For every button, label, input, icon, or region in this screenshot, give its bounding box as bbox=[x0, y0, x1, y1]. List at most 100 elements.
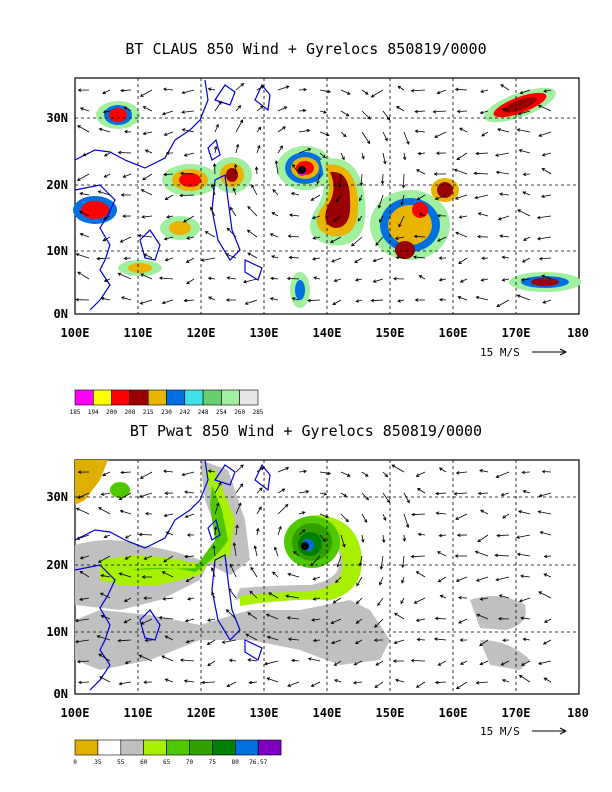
colorbar-swatch bbox=[93, 389, 112, 406]
wind-vector-arrow bbox=[373, 638, 384, 642]
wind-vector-arrow bbox=[98, 507, 111, 515]
wind-vector-arrow bbox=[212, 162, 217, 175]
wind-vector-arrow bbox=[397, 299, 405, 303]
wind-vector-arrow bbox=[248, 680, 258, 685]
wind-vector-arrow bbox=[481, 256, 489, 260]
panel1-coastline bbox=[74, 79, 271, 311]
wind-vector-arrow bbox=[473, 171, 489, 176]
wind-vector-arrow bbox=[78, 210, 90, 217]
colorbar-label: 0 bbox=[73, 759, 77, 766]
panel1-lat-label: 10N bbox=[46, 244, 68, 258]
wind-vector-arrow bbox=[520, 277, 531, 282]
wind-vector-arrow bbox=[307, 298, 321, 303]
wind-vector-arrow bbox=[454, 194, 468, 200]
panel2-lat-label: 10N bbox=[46, 625, 68, 639]
wind-vector-arrow bbox=[518, 597, 531, 603]
wind-vector-arrow bbox=[77, 271, 90, 280]
wind-vector-arrow bbox=[358, 194, 363, 202]
wind-vector-arrow bbox=[265, 613, 279, 620]
wind-vector-arrow bbox=[181, 128, 195, 133]
wind-vector-arrow bbox=[411, 512, 426, 517]
wind-vector-arrow bbox=[144, 511, 153, 516]
wind-vector-arrow bbox=[118, 572, 132, 578]
wind-vector-arrow bbox=[74, 618, 90, 623]
wind-vector-arrow bbox=[292, 551, 300, 557]
wind-vector-arrow bbox=[539, 531, 552, 536]
wind-vector-arrow bbox=[340, 152, 345, 161]
wind-vector-arrow bbox=[319, 152, 326, 159]
wind-vector-arrow bbox=[210, 206, 216, 217]
wind-vector-arrow bbox=[256, 506, 262, 515]
wind-vector-arrow bbox=[98, 653, 111, 662]
panel2-lat-label: 30N bbox=[46, 490, 68, 504]
wind-vector-arrow bbox=[375, 236, 384, 246]
wind-vector-arrow bbox=[522, 490, 531, 494]
wind-vector-arrow bbox=[414, 298, 425, 302]
wind-vector-arrow bbox=[495, 471, 510, 479]
wind-vector-arrow bbox=[479, 660, 489, 666]
wind-vector-arrow bbox=[163, 131, 174, 136]
panel1-lat-axis: 30N 20N 10N 0N bbox=[46, 111, 68, 321]
wind-vector-arrow bbox=[312, 597, 321, 601]
wind-vector-arrow bbox=[477, 212, 489, 217]
wind-vector-arrow bbox=[412, 255, 426, 259]
wind-vector-arrow bbox=[142, 173, 153, 181]
panel2-grid bbox=[75, 460, 579, 694]
wind-vector-arrow bbox=[372, 257, 384, 263]
wind-vector-arrow bbox=[140, 618, 153, 625]
wind-vector-arrow bbox=[288, 213, 300, 217]
wind-vector-arrow bbox=[537, 510, 552, 515]
wind-vector-arrow bbox=[382, 471, 389, 478]
wind-vector-arrow bbox=[142, 106, 153, 112]
wind-vector-arrow bbox=[497, 215, 510, 221]
wind-vector-arrow bbox=[415, 618, 426, 622]
wind-vector-arrow bbox=[100, 492, 111, 496]
wind-vector-arrow bbox=[543, 89, 552, 93]
wind-vector-arrow bbox=[458, 618, 468, 624]
wind-vector-arrow bbox=[438, 533, 447, 538]
wind-vector-arrow bbox=[75, 507, 90, 515]
wind-vector-arrow bbox=[316, 173, 321, 185]
wind-vector-arrow bbox=[225, 253, 237, 259]
wind-vector-arrow bbox=[361, 471, 369, 477]
wind-vector-arrow bbox=[437, 660, 447, 666]
wind-vector-arrow bbox=[272, 188, 279, 196]
panel2-vector-ref-arrow bbox=[532, 727, 567, 735]
wind-vector-arrow bbox=[459, 278, 468, 283]
wind-vector-arrow bbox=[78, 680, 90, 685]
wind-vector-arrow bbox=[122, 173, 132, 178]
panel2-pwat-field bbox=[75, 460, 530, 670]
wind-vector-arrow bbox=[414, 109, 426, 114]
wind-vector-arrow bbox=[433, 172, 446, 176]
wind-vector-arrow bbox=[255, 527, 260, 536]
wind-vector-arrow bbox=[437, 576, 447, 583]
wind-vector-arrow bbox=[520, 574, 531, 579]
colorbar-label: 194 bbox=[88, 409, 99, 416]
wind-vector-arrow bbox=[480, 278, 489, 282]
wind-vector-arrow bbox=[515, 534, 531, 539]
wind-vector-arrow bbox=[286, 276, 300, 281]
wind-vector-arrow bbox=[78, 597, 90, 602]
wind-vector-arrow bbox=[477, 491, 489, 496]
wind-vector-arrow bbox=[496, 533, 510, 538]
wind-vector-arrow bbox=[143, 555, 153, 560]
wind-vector-arrow bbox=[500, 660, 510, 666]
wind-vector-arrow bbox=[185, 257, 195, 263]
wind-vector-arrow bbox=[335, 576, 342, 584]
wind-vector-arrow bbox=[99, 592, 111, 599]
wind-vector-arrow bbox=[375, 660, 384, 666]
wind-vector-arrow bbox=[416, 488, 426, 494]
wind-vector-arrow bbox=[120, 193, 131, 197]
wind-vector-arrow bbox=[310, 555, 321, 567]
wind-vector-arrow bbox=[403, 492, 410, 504]
wind-vector-arrow bbox=[256, 487, 263, 494]
panel1-map bbox=[73, 77, 581, 315]
wind-vector-arrow bbox=[182, 215, 195, 223]
panel2-lon-axis: 100E 110E 120E 130E 140E 150E 160E 170E … bbox=[61, 706, 589, 720]
wind-vector-arrow bbox=[162, 597, 174, 601]
wind-vector-arrow bbox=[185, 576, 195, 583]
wind-vector-arrow bbox=[235, 464, 244, 473]
wind-vector-arrow bbox=[142, 131, 153, 136]
wind-vector-arrow bbox=[516, 294, 531, 301]
wind-vector-arrow bbox=[416, 194, 426, 201]
